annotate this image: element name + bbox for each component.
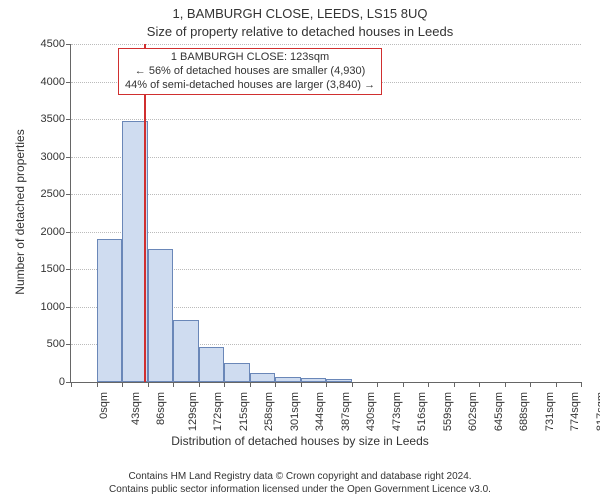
x-tick-mark (326, 382, 327, 387)
histogram-bar (173, 320, 199, 382)
x-tick-label: 344sqm (314, 392, 326, 431)
grid-line (71, 232, 581, 233)
y-tick-label: 3000 (41, 151, 65, 163)
y-tick-mark (66, 157, 71, 158)
x-tick-label: 430sqm (365, 392, 377, 431)
y-tick-mark (66, 119, 71, 120)
x-tick-label: 172sqm (212, 392, 224, 431)
x-tick-mark (428, 382, 429, 387)
x-tick-label: 645sqm (493, 392, 505, 431)
x-tick-mark (581, 382, 582, 387)
y-tick-label: 4000 (41, 76, 65, 88)
y-tick-mark (66, 344, 71, 345)
y-tick-mark (66, 307, 71, 308)
footer-line1: Contains HM Land Registry data © Crown c… (0, 471, 600, 484)
y-tick-mark (66, 194, 71, 195)
x-tick-mark (403, 382, 404, 387)
x-tick-label: 215sqm (238, 392, 250, 431)
y-tick-mark (66, 269, 71, 270)
property-annotation: 1 BAMBURGH CLOSE: 123sqm ← 56% of detach… (118, 48, 382, 95)
x-tick-label: 86sqm (155, 392, 167, 425)
y-tick-mark (66, 44, 71, 45)
x-tick-mark (352, 382, 353, 387)
x-tick-label: 387sqm (340, 392, 352, 431)
histogram-bar (97, 239, 123, 382)
x-tick-mark (301, 382, 302, 387)
y-tick-label: 500 (47, 338, 65, 350)
x-tick-label: 774sqm (569, 392, 581, 431)
histogram-bar (301, 378, 327, 382)
grid-line (71, 44, 581, 45)
y-tick-label: 0 (59, 376, 65, 388)
y-tick-label: 1000 (41, 301, 65, 313)
x-tick-mark (148, 382, 149, 387)
x-tick-label: 473sqm (391, 392, 403, 431)
x-tick-mark (122, 382, 123, 387)
grid-line (71, 157, 581, 158)
y-tick-label: 2000 (41, 226, 65, 238)
histogram-bar (199, 347, 225, 382)
histogram-bar (250, 373, 276, 382)
x-tick-mark (71, 382, 72, 387)
y-axis-label: Number of detached properties (13, 112, 27, 312)
x-tick-label: 817sqm (595, 392, 600, 431)
x-tick-mark (250, 382, 251, 387)
x-tick-mark (224, 382, 225, 387)
x-tick-label: 0sqm (98, 392, 110, 419)
y-tick-label: 4500 (41, 38, 65, 50)
histogram-bar (224, 363, 250, 382)
x-tick-label: 43sqm (130, 392, 142, 425)
x-tick-mark (530, 382, 531, 387)
histogram-bar (326, 379, 352, 382)
x-tick-label: 129sqm (187, 392, 199, 431)
y-tick-label: 2500 (41, 188, 65, 200)
x-tick-mark (173, 382, 174, 387)
chart-title-address: 1, BAMBURGH CLOSE, LEEDS, LS15 8UQ (0, 6, 600, 21)
x-tick-label: 258sqm (263, 392, 275, 431)
x-tick-label: 516sqm (416, 392, 428, 431)
x-tick-mark (556, 382, 557, 387)
footer: Contains HM Land Registry data © Crown c… (0, 471, 600, 496)
histogram-bar (275, 377, 301, 382)
chart-container: 1, BAMBURGH CLOSE, LEEDS, LS15 8UQ Size … (0, 0, 600, 500)
annotation-line2: ← 56% of detached houses are smaller (4,… (125, 65, 375, 79)
x-tick-mark (505, 382, 506, 387)
x-tick-label: 301sqm (289, 392, 301, 431)
y-tick-label: 3500 (41, 113, 65, 125)
footer-line2: Contains public sector information licen… (0, 484, 600, 497)
x-tick-label: 688sqm (518, 392, 530, 431)
x-tick-mark (454, 382, 455, 387)
x-tick-mark (479, 382, 480, 387)
annotation-line3: 44% of semi-detached houses are larger (… (125, 79, 375, 93)
x-tick-label: 731sqm (544, 392, 556, 431)
x-tick-mark (377, 382, 378, 387)
x-tick-mark (275, 382, 276, 387)
y-tick-label: 1500 (41, 263, 65, 275)
grid-line (71, 119, 581, 120)
x-tick-mark (97, 382, 98, 387)
grid-line (71, 194, 581, 195)
chart-title-subtitle: Size of property relative to detached ho… (0, 24, 600, 39)
y-tick-mark (66, 232, 71, 233)
y-tick-mark (66, 82, 71, 83)
annotation-line1: 1 BAMBURGH CLOSE: 123sqm (125, 51, 375, 65)
x-axis-label: Distribution of detached houses by size … (0, 434, 600, 448)
histogram-bar (148, 249, 174, 382)
x-tick-label: 559sqm (442, 392, 454, 431)
x-tick-mark (199, 382, 200, 387)
x-tick-label: 602sqm (467, 392, 479, 431)
